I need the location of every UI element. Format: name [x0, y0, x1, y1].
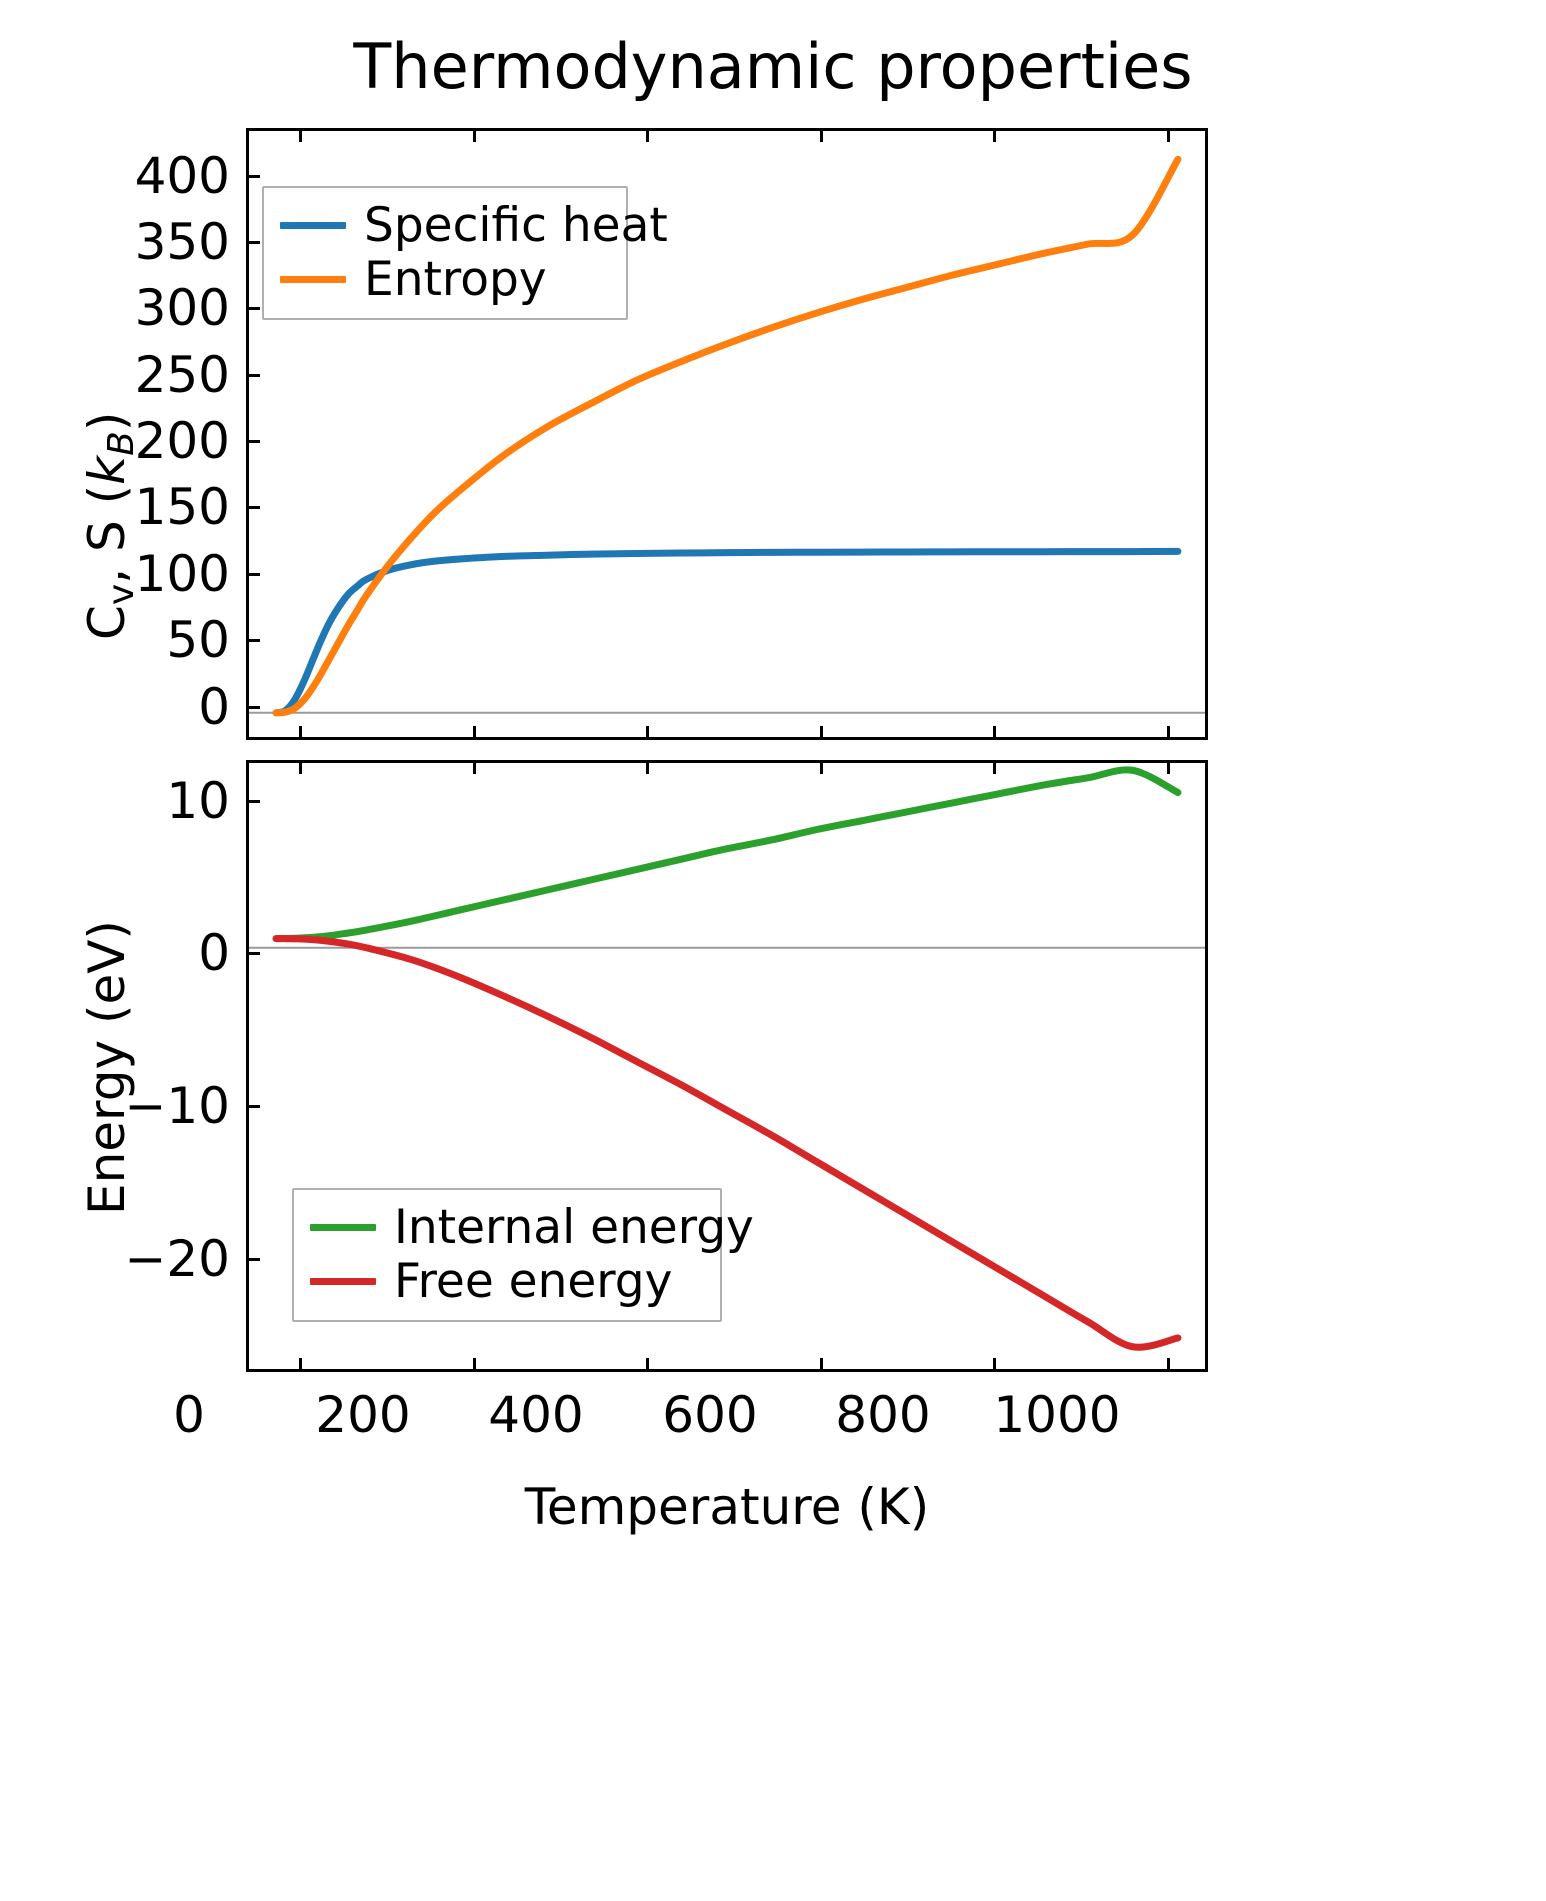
top-ytick-label: 200: [134, 412, 230, 470]
bottom-xtick-mark: [1167, 1358, 1170, 1372]
top-xtick-mark: [299, 726, 302, 740]
legend-swatch-specific-heat: [280, 221, 346, 229]
legend-swatch-entropy: [280, 275, 346, 283]
legend-label-specific-heat: Specific heat: [364, 197, 668, 253]
top-ytick-label: 50: [166, 611, 230, 669]
top-ytick-label: 250: [134, 346, 230, 404]
top-ytick-mark: [246, 374, 260, 377]
top-ytick-label: 100: [134, 545, 230, 603]
bottom-xtick-mark: [473, 760, 476, 774]
bottom-xtick-mark: [299, 1358, 302, 1372]
bottom-xtick-mark: [993, 760, 996, 774]
bottom-xtick-mark: [299, 760, 302, 774]
x-axis-label: Temperature (K): [524, 1478, 930, 1536]
bottom-xtick-mark: [646, 1358, 649, 1372]
legend-entry-entropy[interactable]: Entropy: [280, 252, 610, 306]
bottom-xtick-mark: [820, 760, 823, 774]
legend-swatch-internal-energy: [310, 1223, 376, 1231]
bottom-legend[interactable]: Internal energy Free energy: [292, 1188, 754, 1322]
bottom-xtick-label: 0: [173, 1386, 205, 1444]
legend-swatch-free-energy: [310, 1277, 376, 1285]
top-ytick-mark: [246, 573, 260, 576]
bottom-ytick-mark: [246, 1258, 260, 1261]
bottom-ytick-label: −10: [124, 1077, 230, 1135]
bottom-ytick-label: 0: [198, 924, 230, 982]
legend-entry-specific-heat[interactable]: Specific heat: [280, 198, 668, 252]
top-ytick-label: 150: [134, 478, 230, 536]
bottom-xtick-mark: [646, 760, 649, 774]
bottom-xtick-label: 200: [315, 1386, 411, 1444]
top-ytick-label: 350: [134, 213, 230, 271]
series-line-specific-heat: [276, 551, 1178, 712]
top-xtick-mark: [299, 128, 302, 142]
top-xtick-mark: [820, 726, 823, 740]
series-line-internal-energy: [276, 770, 1178, 939]
series-line-entropy: [276, 159, 1178, 712]
top-xtick-mark: [993, 128, 996, 142]
bottom-xtick-mark: [1167, 760, 1170, 774]
top-ylabel-cv-sub: v: [101, 583, 142, 606]
top-xtick-mark: [646, 726, 649, 740]
top-xtick-mark: [473, 128, 476, 142]
top-ytick-label: 400: [134, 147, 230, 205]
top-ytick-label: 0: [198, 678, 230, 736]
top-xtick-mark: [820, 128, 823, 142]
top-xtick-mark: [473, 726, 476, 740]
top-ylabel-cv: C: [78, 605, 136, 640]
figure-title: Thermodynamic properties: [353, 30, 1193, 103]
top-ytick-mark: [246, 241, 260, 244]
top-xtick-mark: [993, 726, 996, 740]
bottom-xtick-label: 800: [835, 1386, 931, 1444]
top-ytick-mark: [246, 506, 260, 509]
bottom-ytick-mark: [246, 952, 260, 955]
bottom-ytick-mark: [246, 800, 260, 803]
bottom-xtick-label: 1000: [993, 1386, 1121, 1444]
top-xtick-mark: [1167, 726, 1170, 740]
series-line-free-energy: [276, 939, 1178, 1348]
top-xtick-mark: [1167, 128, 1170, 142]
top-ylabel-mid: , S (: [78, 484, 136, 584]
legend-label-free-energy: Free energy: [394, 1253, 673, 1309]
legend-label-internal-energy: Internal energy: [394, 1199, 754, 1255]
legend-entry-internal-energy[interactable]: Internal energy: [310, 1200, 754, 1254]
top-ylabel-kb-sub: B: [101, 431, 142, 456]
top-ylabel-kb: k: [78, 455, 136, 485]
top-ytick-mark: [246, 440, 260, 443]
top-ylabel: Cv, S (kB): [78, 412, 142, 640]
top-ytick-mark: [246, 307, 260, 310]
bottom-xtick-mark: [820, 1358, 823, 1372]
top-ylabel-close: ): [78, 411, 136, 432]
bottom-ytick-label: −20: [124, 1230, 230, 1288]
legend-label-entropy: Entropy: [364, 251, 547, 307]
top-ytick-label: 300: [134, 279, 230, 337]
bottom-xtick-mark: [473, 1358, 476, 1372]
bottom-xtick-label: 400: [488, 1386, 584, 1444]
top-ytick-mark: [246, 706, 260, 709]
bottom-ylabel: Energy (eV): [78, 920, 136, 1215]
bottom-ytick-label: 10: [166, 772, 230, 830]
legend-entry-free-energy[interactable]: Free energy: [310, 1254, 704, 1308]
top-xtick-mark: [646, 128, 649, 142]
bottom-xtick-label: 600: [662, 1386, 758, 1444]
bottom-ytick-mark: [246, 1105, 260, 1108]
bottom-xtick-mark: [993, 1358, 996, 1372]
top-ytick-mark: [246, 175, 260, 178]
top-ytick-mark: [246, 639, 260, 642]
top-legend[interactable]: Specific heat Entropy: [262, 186, 668, 320]
bottom-plot-area: [249, 763, 1205, 1369]
top-plot-area: [249, 131, 1205, 737]
